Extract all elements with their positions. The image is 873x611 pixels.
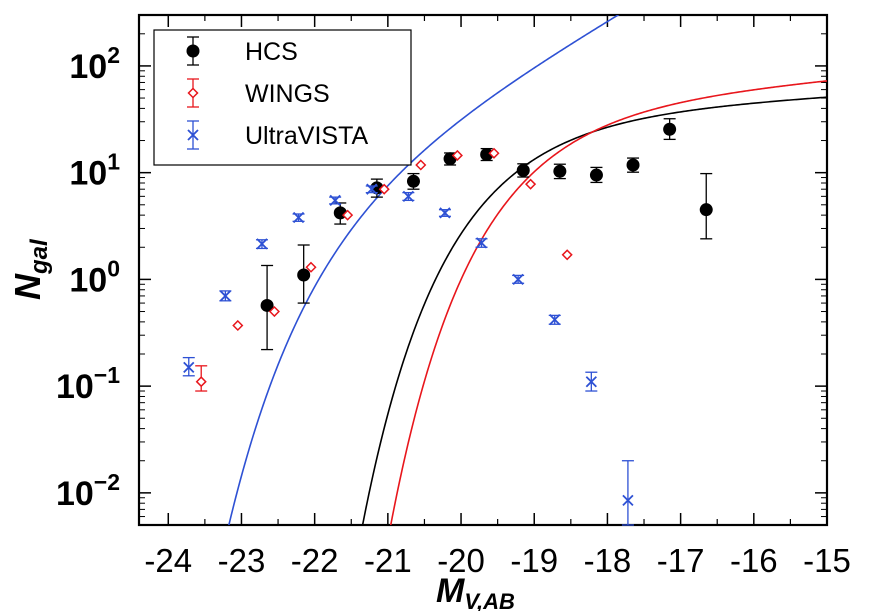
ultravista-point — [439, 207, 451, 219]
wings-point — [195, 376, 207, 388]
plot-frame — [137, 13, 829, 527]
ultravista-point — [402, 190, 414, 202]
hcs-point — [663, 122, 677, 136]
legend: HCS WINGS UltraVISTA — [153, 29, 412, 166]
wings-point — [451, 149, 463, 161]
axis-ticks — [139, 14, 828, 526]
ultravista-point — [549, 313, 561, 326]
x-tick-label: -23 — [218, 542, 266, 579]
hcs-point — [297, 268, 311, 282]
wings-point — [342, 209, 354, 221]
ultravista-point — [183, 361, 195, 373]
x-tick-label: -22 — [291, 542, 339, 579]
data-markers — [182, 118, 713, 526]
hcs-point — [589, 168, 603, 182]
hcs-point — [516, 163, 530, 177]
y-tick-label: 10−1 — [56, 362, 120, 406]
fit-curve — [361, 96, 827, 525]
legend-label: UltraVISTA — [245, 122, 368, 150]
schechter-fit-curves — [228, 15, 827, 525]
x-tick-label: -15 — [803, 542, 851, 579]
y-tick-label: 100 — [69, 255, 120, 299]
hcs-point — [626, 158, 640, 172]
x-tick-label: -21 — [364, 542, 412, 579]
x-axis-label: MV,AB — [436, 572, 515, 611]
ultravista-point — [622, 494, 634, 507]
wings-point — [488, 147, 500, 159]
x-tick-label: -16 — [730, 542, 778, 579]
wings-point — [232, 319, 244, 332]
legend-label: HCS — [245, 38, 298, 66]
wings-point — [525, 178, 537, 190]
wings-point — [268, 305, 280, 318]
y-axis-label-sub: gal — [26, 238, 53, 275]
x-tick-label: -18 — [584, 542, 632, 579]
y-tick-label: 101 — [69, 149, 120, 193]
wings-point — [415, 159, 427, 171]
x-tick-label: -19 — [510, 542, 558, 579]
ultravista-point — [292, 211, 305, 224]
y-axis-label: Ngal — [7, 238, 53, 300]
ultravista-point — [366, 183, 378, 195]
wings-point — [305, 261, 317, 273]
x-tick-label: -24 — [144, 542, 192, 579]
x-tick-label: -17 — [657, 542, 705, 579]
wings-point — [561, 249, 573, 261]
y-tick-label: 102 — [69, 42, 120, 86]
hcs-point — [553, 164, 567, 178]
ultravista-point — [475, 237, 488, 249]
tick-labels: -24 -23 -22 -21 -20 -19 -18 -17 -16 -15 102 101 100 1… — [56, 42, 851, 579]
y-tick-label: 10−2 — [56, 469, 120, 513]
x-tick-label: -20 — [437, 542, 485, 579]
hcs-point — [406, 174, 420, 188]
legend-label: WINGS — [245, 80, 330, 108]
ultravista-point — [512, 273, 524, 286]
fit-curve — [389, 80, 827, 525]
hcs-point — [699, 203, 713, 217]
x-axis-label-sub: V,AB — [464, 589, 515, 611]
wings-point — [378, 183, 390, 195]
hcs-point — [186, 44, 200, 58]
hcs-point — [260, 298, 274, 312]
fit-curve — [228, 15, 620, 525]
ultravista-point — [187, 129, 199, 141]
ultravista-point — [329, 194, 341, 207]
hcs-point — [480, 147, 494, 161]
ultravista-point — [585, 376, 597, 388]
wings-point — [187, 87, 199, 99]
ultravista-point — [256, 238, 268, 250]
ultravista-point — [219, 290, 232, 302]
